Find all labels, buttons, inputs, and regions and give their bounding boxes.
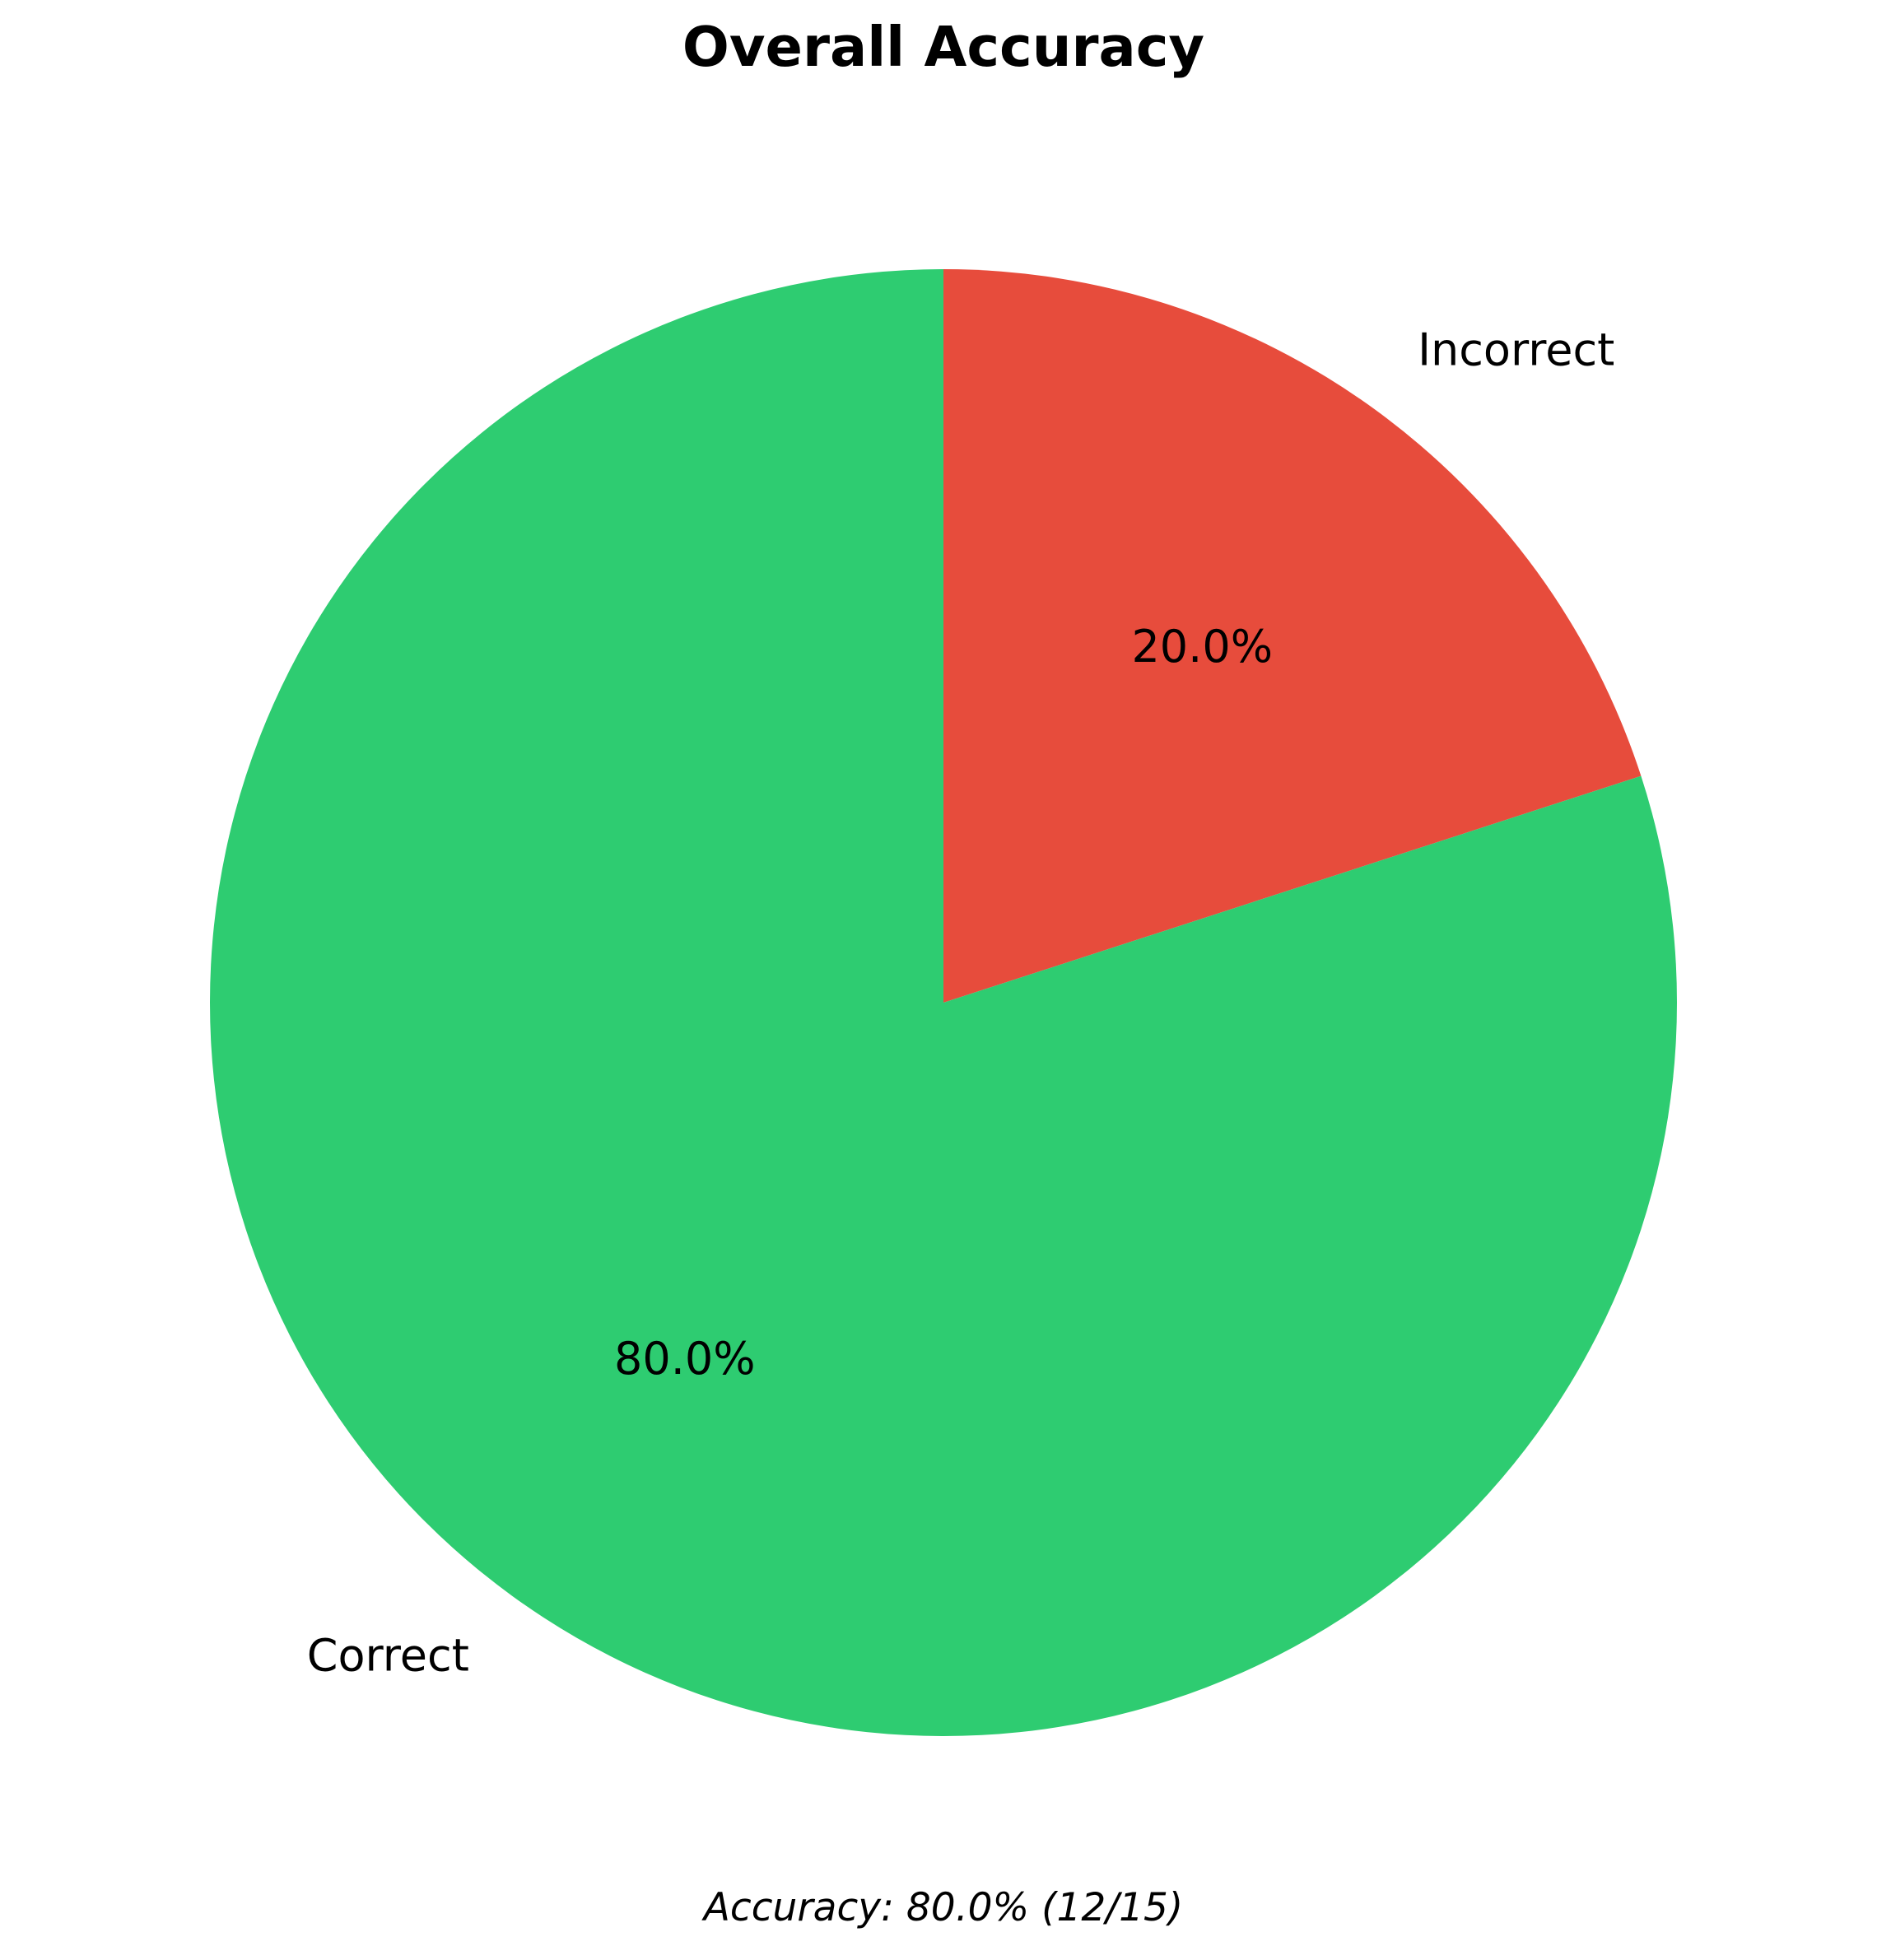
chart-title: Overall Accuracy <box>682 15 1204 79</box>
pie-slice-incorrect <box>943 269 1642 1003</box>
pie-labels: 20.0% Incorrect 80.0% Correct <box>307 324 1615 1682</box>
accuracy-caption: Accuracy: 80.0% (12/15) <box>701 1885 1184 1930</box>
pct-label-incorrect: 20.0% <box>1131 621 1273 673</box>
pct-label-correct: 80.0% <box>614 1333 756 1385</box>
slice-label-correct: Correct <box>307 1629 469 1681</box>
slice-label-incorrect: Incorrect <box>1418 324 1614 376</box>
pie-slices <box>210 269 1678 1736</box>
pie-slice-correct <box>210 269 1678 1736</box>
